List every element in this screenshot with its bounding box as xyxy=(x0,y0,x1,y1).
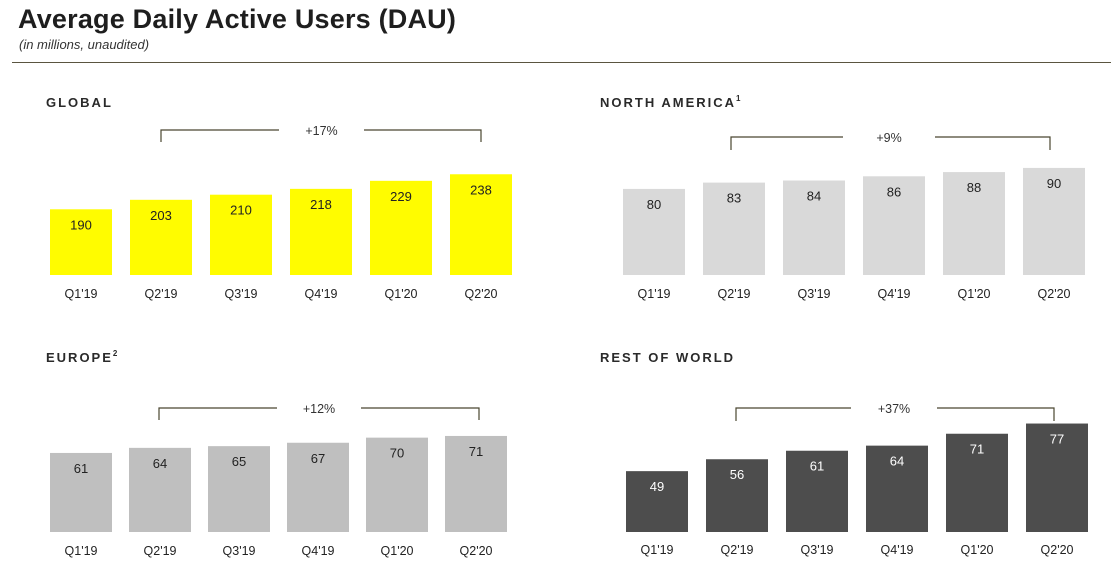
bar-value-label: 64 xyxy=(890,454,904,469)
x-tick-label: Q4'19 xyxy=(881,543,914,557)
growth-label: +37% xyxy=(878,402,910,416)
bar xyxy=(370,180,432,275)
growth-label: +12% xyxy=(303,402,335,416)
bar xyxy=(1026,423,1088,532)
x-tick-label: Q2'19 xyxy=(718,287,751,301)
bar-value-label: 83 xyxy=(727,191,741,206)
x-tick-label: Q4'19 xyxy=(302,544,335,558)
bar xyxy=(445,435,507,532)
growth-bracket xyxy=(158,407,480,420)
x-tick-label: Q1'20 xyxy=(961,543,994,557)
bar-value-label: 77 xyxy=(1050,432,1064,447)
chart-panel-europe: EUROPE2 61 Q1'19 64 Q2'19 65 Q3'19 67 Q4'19 70 Q1'… xyxy=(46,349,507,558)
bar-value-label: 238 xyxy=(470,182,492,197)
bar-value-label: 88 xyxy=(967,180,981,195)
bar-value-label: 71 xyxy=(469,444,483,459)
growth-bracket xyxy=(730,136,1051,150)
growth-label: +17% xyxy=(305,124,337,138)
bar xyxy=(626,471,688,532)
bar xyxy=(866,445,928,532)
chart-panel-north-america: NORTH AMERICA1 80 Q1'19 83 Q2'19 84 Q3'19 86 Q4'… xyxy=(600,94,1085,301)
bar xyxy=(943,172,1005,275)
bar xyxy=(366,437,428,532)
bar xyxy=(863,176,925,275)
x-tick-label: Q2'19 xyxy=(145,287,178,301)
growth-bracket xyxy=(160,129,482,142)
x-tick-label: Q4'19 xyxy=(878,287,911,301)
bar-value-label: 65 xyxy=(232,454,246,469)
bar-value-label: 229 xyxy=(390,189,412,204)
page-subtitle: (in millions, unaudited) xyxy=(19,37,150,52)
bar-value-label: 90 xyxy=(1047,176,1061,191)
x-tick-label: Q1'19 xyxy=(65,544,98,558)
bar xyxy=(130,199,192,275)
bar xyxy=(129,447,191,532)
bar-value-label: 70 xyxy=(390,446,404,461)
x-tick-label: Q2'20 xyxy=(1041,543,1074,557)
x-tick-label: Q3'19 xyxy=(798,287,831,301)
x-tick-label: Q1'19 xyxy=(641,543,674,557)
x-tick-label: Q3'19 xyxy=(801,543,834,557)
bar xyxy=(703,182,765,275)
panel-title: NORTH AMERICA1 xyxy=(600,94,741,110)
bar-value-label: 190 xyxy=(70,217,92,232)
x-tick-label: Q2'20 xyxy=(465,287,498,301)
x-tick-label: Q2'20 xyxy=(460,544,493,558)
growth-bracket xyxy=(735,407,1055,421)
x-tick-label: Q1'20 xyxy=(385,287,418,301)
bar xyxy=(706,459,768,532)
bar xyxy=(290,188,352,275)
bar xyxy=(50,452,112,532)
bar xyxy=(210,194,272,275)
chart-panel-rest-of-world: REST OF WORLD 49 Q1'19 56 Q2'19 61 Q3'19 64 Q4'1… xyxy=(600,350,1088,557)
bar-value-label: 80 xyxy=(647,197,661,212)
bar xyxy=(786,450,848,532)
page-title: Average Daily Active Users (DAU) xyxy=(18,4,457,34)
x-tick-label: Q1'19 xyxy=(65,287,98,301)
bar xyxy=(287,442,349,532)
panel-title: REST OF WORLD xyxy=(600,350,735,365)
bar-value-label: 218 xyxy=(310,197,332,212)
x-tick-label: Q3'19 xyxy=(225,287,258,301)
bar-value-label: 67 xyxy=(311,451,325,466)
bar-value-label: 203 xyxy=(150,208,172,223)
x-tick-label: Q3'19 xyxy=(223,544,256,558)
growth-label: +9% xyxy=(876,131,901,145)
bar-value-label: 84 xyxy=(807,189,821,204)
bar xyxy=(50,209,112,275)
footnote-marker: 1 xyxy=(736,94,741,103)
x-tick-label: Q1'19 xyxy=(638,287,671,301)
x-tick-label: Q2'19 xyxy=(144,544,177,558)
chart-panel-global: GLOBAL 190 Q1'19 203 Q2'19 210 Q3'19 218 Q4'19 22… xyxy=(46,95,512,301)
bar-value-label: 64 xyxy=(153,456,167,471)
bar xyxy=(450,174,512,275)
panel-title: EUROPE2 xyxy=(46,349,118,365)
x-tick-label: Q1'20 xyxy=(381,544,414,558)
bar xyxy=(623,188,685,275)
bar xyxy=(208,446,270,532)
title-divider xyxy=(12,62,1111,63)
bar xyxy=(946,433,1008,532)
x-tick-label: Q2'20 xyxy=(1038,287,1071,301)
footnote-marker: 2 xyxy=(113,349,118,358)
x-tick-label: Q2'19 xyxy=(721,543,754,557)
bar-value-label: 61 xyxy=(810,459,824,474)
bar-value-label: 56 xyxy=(730,467,744,482)
bar xyxy=(783,180,845,275)
bar-value-label: 61 xyxy=(74,461,88,476)
bar xyxy=(1023,167,1085,275)
bar-value-label: 71 xyxy=(970,442,984,457)
bar-value-label: 210 xyxy=(230,203,252,218)
x-tick-label: Q1'20 xyxy=(958,287,991,301)
x-tick-label: Q4'19 xyxy=(305,287,338,301)
panel-title: GLOBAL xyxy=(46,95,113,110)
bar-value-label: 49 xyxy=(650,479,664,494)
bar-value-label: 86 xyxy=(887,184,901,199)
